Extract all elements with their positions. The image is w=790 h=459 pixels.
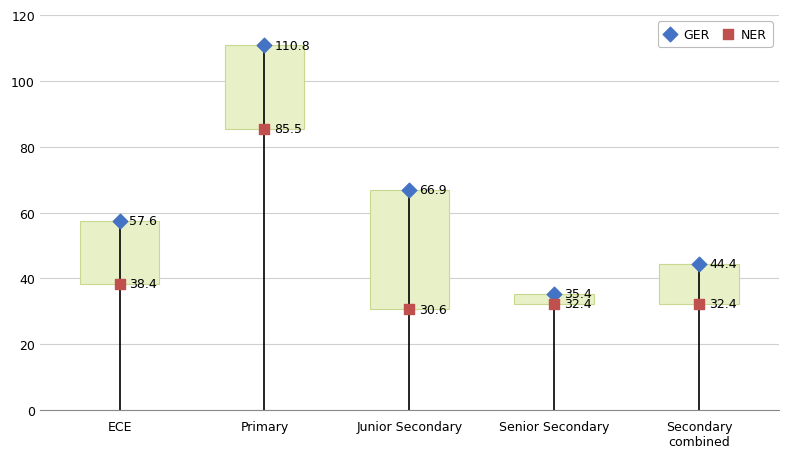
Text: 35.4: 35.4 [564, 287, 592, 301]
NER [548, 300, 561, 308]
Bar [80, 221, 160, 284]
Bar [514, 294, 594, 304]
Text: 30.6: 30.6 [419, 303, 447, 316]
Text: 57.6: 57.6 [130, 214, 157, 228]
GER [693, 261, 705, 268]
Text: 44.4: 44.4 [709, 258, 736, 271]
Text: 110.8: 110.8 [274, 40, 310, 53]
GER [113, 218, 126, 225]
GER [403, 187, 416, 194]
Legend: GER, NER: GER, NER [658, 22, 773, 48]
Bar [224, 46, 304, 129]
Text: 32.4: 32.4 [709, 297, 736, 310]
GER [258, 43, 271, 50]
Text: 85.5: 85.5 [274, 123, 303, 136]
Text: 66.9: 66.9 [419, 184, 446, 197]
NER [258, 126, 271, 133]
Text: 32.4: 32.4 [564, 297, 592, 310]
GER [548, 290, 561, 297]
NER [693, 300, 705, 308]
NER [113, 280, 126, 288]
NER [403, 306, 416, 313]
Bar [370, 190, 450, 310]
Bar [660, 264, 739, 304]
Text: 38.4: 38.4 [130, 278, 157, 291]
